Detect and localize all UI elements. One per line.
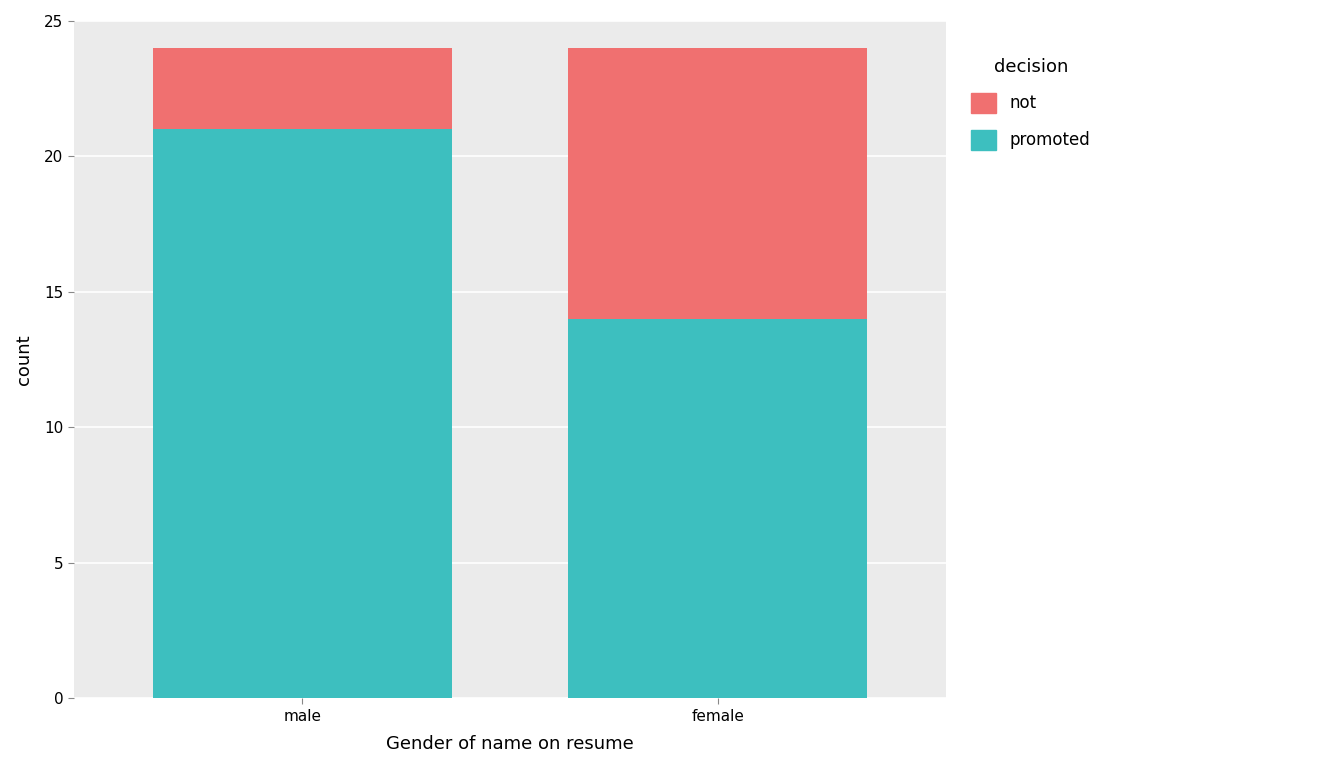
Y-axis label: count: count	[15, 334, 34, 385]
Legend: not, promoted: not, promoted	[964, 50, 1099, 158]
Bar	[569, 319, 867, 698]
X-axis label: Gender of name on resume: Gender of name on resume	[386, 735, 634, 753]
Bar	[569, 48, 867, 319]
Bar	[153, 129, 452, 698]
Bar	[153, 48, 452, 129]
